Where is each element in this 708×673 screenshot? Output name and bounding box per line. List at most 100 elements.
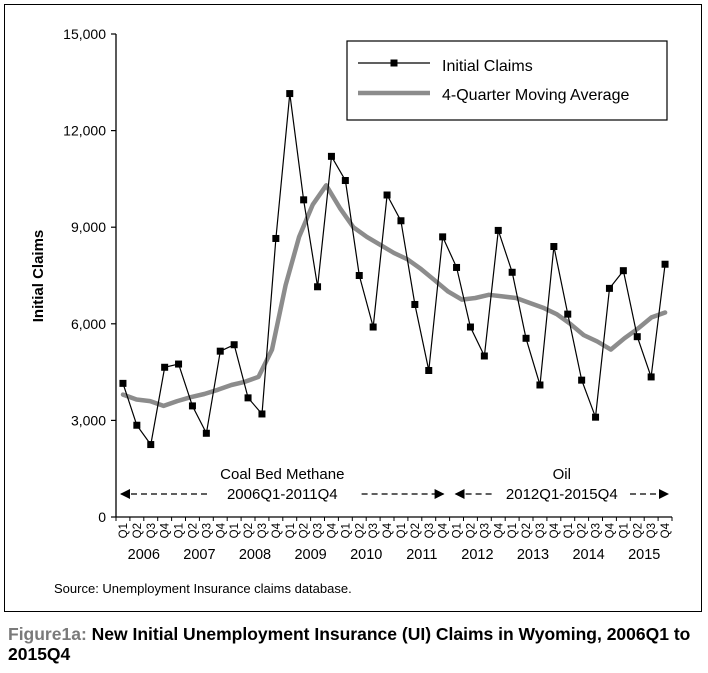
legend: Initial Claims 4-Quarter Moving Average bbox=[346, 40, 668, 121]
initial-claims-point bbox=[355, 272, 363, 279]
quarter-label: Q3 bbox=[201, 523, 213, 538]
initial-claims-point bbox=[564, 310, 572, 318]
quarter-label: Q3 bbox=[257, 523, 269, 538]
year-label: 2011 bbox=[406, 547, 437, 563]
quarter-label: Q1 bbox=[340, 523, 352, 538]
initial-claims-point bbox=[661, 260, 669, 268]
initial-claims-point bbox=[272, 234, 280, 242]
quarter-label: Q2 bbox=[632, 523, 644, 538]
initial-claims-point bbox=[466, 323, 474, 331]
legend-box bbox=[346, 40, 668, 121]
series-layer bbox=[119, 90, 669, 449]
initial-claims-point bbox=[258, 410, 266, 418]
initial-claims-point bbox=[522, 334, 530, 342]
initial-claims-point bbox=[300, 196, 308, 204]
quarter-label: Q4 bbox=[604, 522, 616, 538]
initial-claims-point bbox=[147, 441, 155, 449]
annotations: Coal Bed Methane 2006Q1-2011Q4 Oil 2012Q1-2… bbox=[120, 466, 669, 503]
initial-claims-point bbox=[605, 284, 613, 292]
annotation-coal-title: Coal Bed Methane bbox=[220, 466, 344, 483]
quarter-label: Q3 bbox=[368, 523, 380, 538]
year-label: 2013 bbox=[517, 547, 549, 563]
initial-claims-point bbox=[133, 421, 141, 429]
initial-claims-point bbox=[244, 394, 252, 402]
quarter-label: Q4 bbox=[326, 522, 338, 538]
caption-title: New Initial Unemployment Insurance (UI) … bbox=[8, 624, 691, 664]
quarter-label: Q3 bbox=[313, 523, 325, 538]
annotation-oil-title: Oil bbox=[553, 466, 571, 483]
chart: 0 3,000 6,000 9,000 12,000 15,000 Initial Clai… bbox=[30, 26, 673, 563]
initial-claims-point bbox=[314, 283, 322, 291]
quarter-label: Q1 bbox=[174, 523, 186, 538]
initial-claims-point bbox=[480, 352, 488, 360]
y-tick-label: 0 bbox=[98, 509, 106, 525]
y-axis-label: Initial Claims bbox=[30, 230, 47, 323]
y-tick-label: 3,000 bbox=[71, 412, 106, 428]
y-tick-label: 15,000 bbox=[63, 26, 106, 42]
initial-claims-point bbox=[633, 333, 641, 341]
quarter-label: Q2 bbox=[577, 523, 589, 538]
quarter-label: Q4 bbox=[215, 522, 227, 538]
quarter-label: Q2 bbox=[243, 523, 255, 538]
year-label: 2014 bbox=[572, 547, 604, 563]
series-moving-average-line bbox=[120, 183, 668, 409]
quarter-label: Q2 bbox=[299, 523, 311, 538]
initial-claims-point bbox=[439, 233, 447, 241]
quarter-label: Q1 bbox=[507, 523, 519, 538]
quarter-label: Q2 bbox=[465, 523, 477, 538]
initial-claims-point bbox=[425, 366, 433, 374]
quarter-label: Q4 bbox=[271, 522, 283, 538]
initial-claims-point bbox=[508, 268, 516, 276]
quarter-label: Q2 bbox=[354, 523, 366, 538]
initial-claims-point bbox=[188, 402, 196, 410]
quarter-label: Q1 bbox=[118, 523, 130, 538]
y-tick-label: 12,000 bbox=[63, 123, 106, 139]
initial-claims-point bbox=[494, 226, 502, 234]
quarter-label: Q3 bbox=[535, 523, 547, 538]
year-label: 2015 bbox=[628, 547, 660, 563]
year-label: 2008 bbox=[239, 547, 271, 563]
source-note: Source: Unemployment Insurance claims da… bbox=[54, 581, 352, 596]
quarter-label: Q4 bbox=[382, 522, 394, 538]
series-initial-claims-line bbox=[122, 93, 666, 447]
quarter-label: Q1 bbox=[618, 523, 630, 538]
initial-claims-point bbox=[230, 341, 238, 349]
initial-claims-point bbox=[397, 217, 405, 225]
legend-claims-label: Initial Claims bbox=[442, 58, 533, 75]
legend-claims-marker bbox=[390, 59, 398, 67]
initial-claims-point bbox=[161, 363, 169, 371]
initial-claims-point bbox=[369, 323, 377, 331]
year-label: 2009 bbox=[294, 547, 326, 563]
quarter-label: Q4 bbox=[660, 522, 672, 538]
initial-claims-point bbox=[647, 373, 655, 381]
annotation-coal-period: 2006Q1-2011Q4 bbox=[227, 486, 338, 503]
quarter-label: Q4 bbox=[438, 522, 450, 538]
legend-average-label: 4-Quarter Moving Average bbox=[442, 87, 629, 104]
caption-prefix: Figure1a: bbox=[8, 624, 87, 644]
quarter-label: Q4 bbox=[549, 522, 561, 538]
quarter-label: Q2 bbox=[187, 523, 199, 538]
initial-claims-point bbox=[286, 90, 294, 98]
year-label: 2010 bbox=[350, 547, 382, 563]
figure-frame bbox=[4, 4, 702, 612]
y-tick-label: 6,000 bbox=[71, 316, 106, 332]
quarter-label: Q4 bbox=[493, 522, 505, 538]
initial-claims-point bbox=[411, 300, 419, 308]
initial-claims-point bbox=[327, 152, 335, 160]
initial-claims-point bbox=[175, 360, 183, 368]
annotation-oil-period: 2012Q1-2015Q4 bbox=[506, 486, 618, 503]
initial-claims-point bbox=[216, 347, 224, 355]
quarter-label: Q2 bbox=[410, 523, 422, 538]
quarter-label: Q1 bbox=[452, 523, 464, 538]
quarter-label: Q1 bbox=[396, 523, 408, 538]
initial-claims-point bbox=[550, 243, 558, 251]
initial-claims-point bbox=[536, 381, 544, 389]
initial-claims-point bbox=[383, 191, 391, 199]
quarter-label: Q4 bbox=[160, 522, 172, 538]
initial-claims-point bbox=[202, 429, 210, 437]
initial-claims-point bbox=[592, 413, 600, 421]
quarter-label: Q1 bbox=[229, 523, 241, 538]
initial-claims-point bbox=[119, 379, 127, 387]
quarter-label: Q2 bbox=[521, 523, 533, 538]
year-label: 2006 bbox=[128, 547, 160, 563]
